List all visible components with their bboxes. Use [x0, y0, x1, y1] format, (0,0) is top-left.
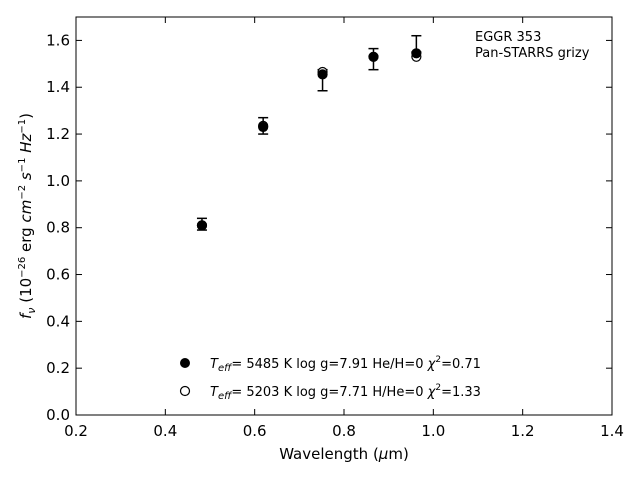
y-tick-label: 1.2 — [46, 125, 70, 143]
y-tick-label: 0.4 — [46, 312, 70, 330]
y-tick-label: 1.6 — [46, 31, 70, 49]
y-tick-label: 1.0 — [46, 172, 70, 190]
model-point-filled — [258, 121, 269, 133]
x-axis-label: Wavelength (μm) — [279, 445, 409, 463]
y-tick-label: 0.2 — [46, 359, 70, 377]
model-point-filled — [317, 69, 328, 80]
model-point-filled — [196, 220, 208, 231]
legend-entry-2: Teff= 5203 K log g=7.71 H/He=0 χ2=1.33 — [210, 383, 481, 402]
survey-label: Pan-STARRS grizy — [475, 46, 590, 61]
y-axis-label: fν (10−26 erg cm−2 s−1 Hz−1) — [17, 113, 38, 319]
x-tick-label: 0.8 — [332, 422, 356, 440]
x-tick-label: 1.0 — [421, 422, 445, 440]
plot-frame — [75, 16, 613, 416]
legend-marker-open — [179, 385, 191, 397]
y-tick-label: 0.8 — [46, 219, 70, 237]
x-tick-label: 0.2 — [64, 422, 88, 440]
y-tick-label: 0.0 — [46, 406, 70, 424]
error-bars — [196, 34, 422, 231]
data-markers — [196, 48, 422, 231]
x-tick-label: 1.2 — [511, 422, 535, 440]
model-point-filled — [411, 48, 422, 59]
legend: Teff= 5485 K log g=7.91 He/H=0 χ2=0.71 T… — [179, 355, 481, 402]
x-tick-label: 0.6 — [243, 422, 267, 440]
x-tick-label: 1.4 — [600, 422, 624, 440]
legend-entry-1: Teff= 5485 K log g=7.91 He/H=0 χ2=0.71 — [210, 355, 481, 374]
y-axis-ticks: 0.0 0.2 0.4 0.6 0.8 1.0 1.2 1.4 1.6 — [46, 31, 612, 424]
y-tick-label: 1.4 — [46, 78, 70, 96]
object-name: EGGR 353 — [475, 30, 541, 45]
legend-marker-filled — [180, 358, 190, 368]
y-tick-label: 0.6 — [46, 266, 70, 284]
x-tick-label: 0.4 — [153, 422, 177, 440]
model-point-filled — [368, 51, 379, 62]
x-axis-ticks: 0.2 0.4 0.6 0.8 1.0 1.2 1.4 — [64, 17, 624, 440]
